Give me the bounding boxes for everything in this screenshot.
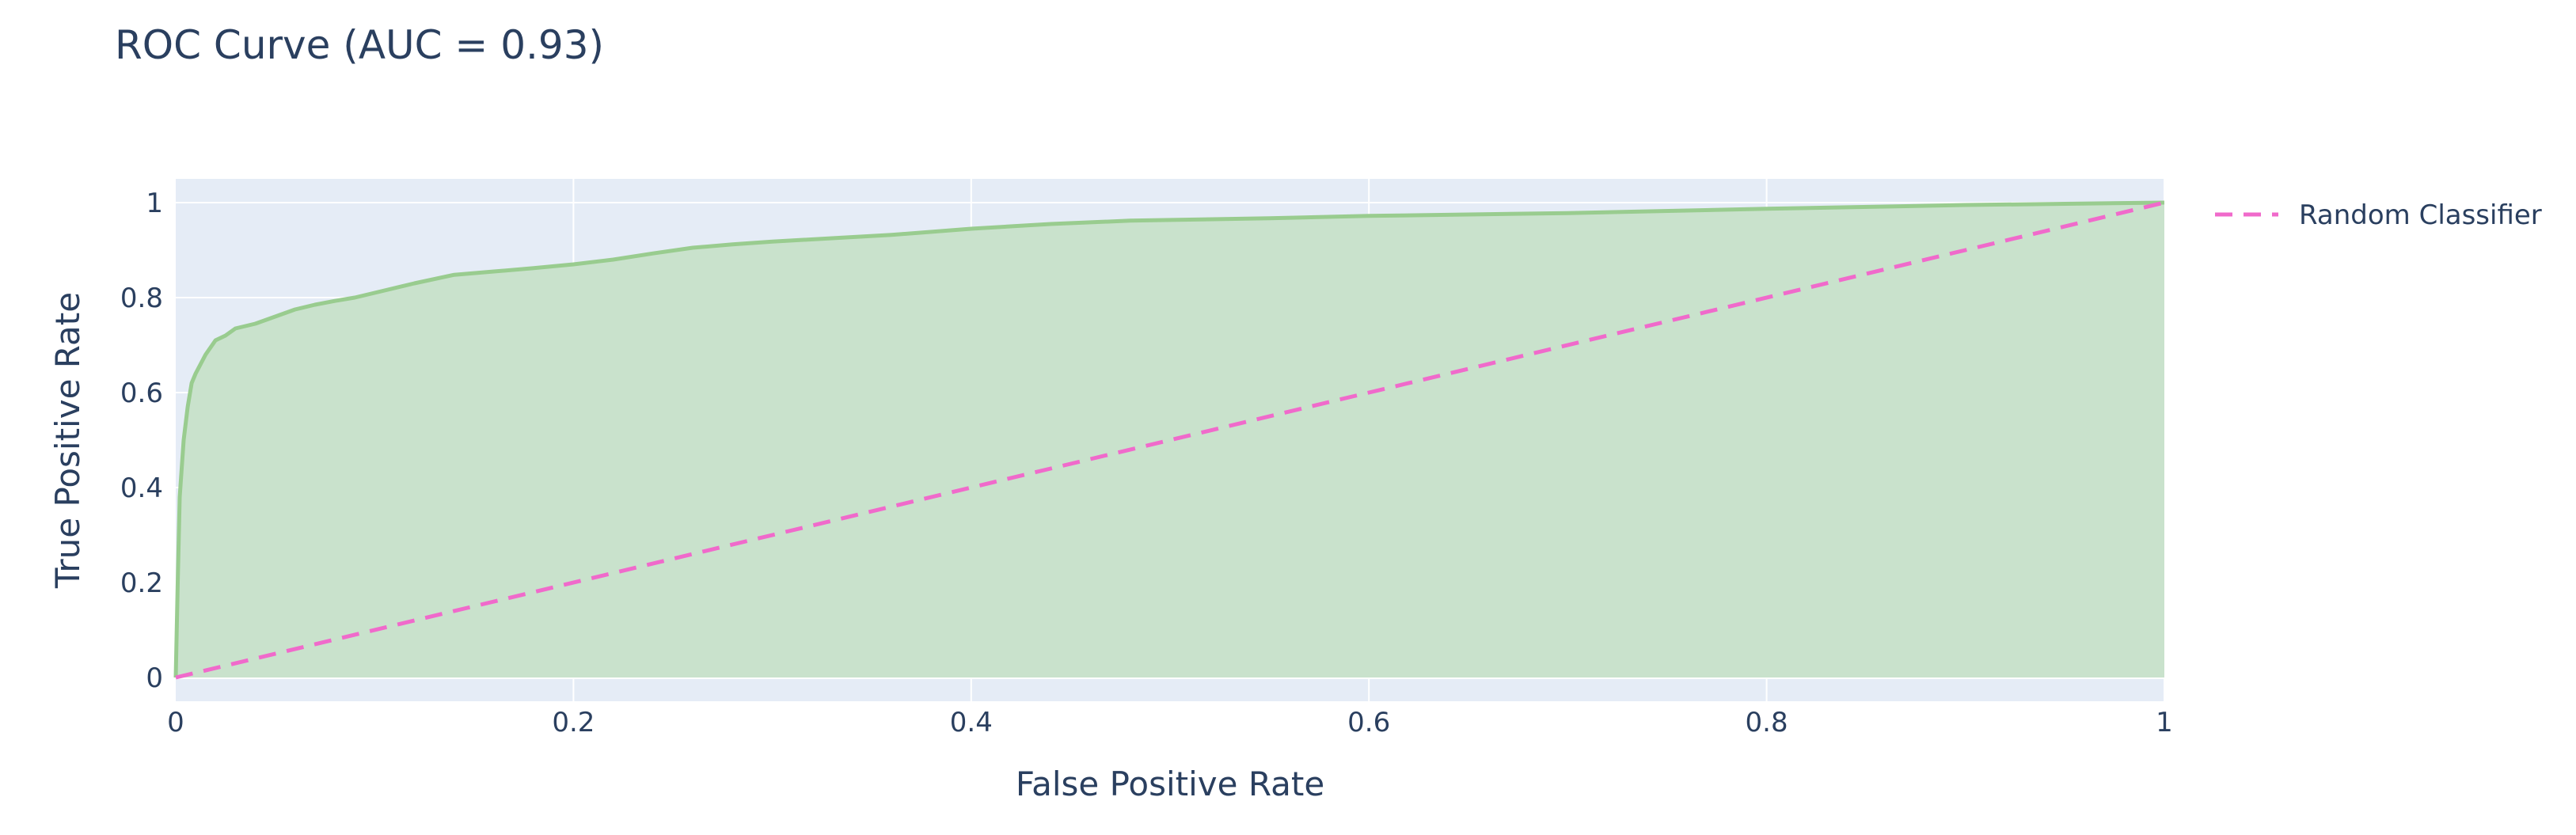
chart-title: ROC Curve (AUC = 0.93) [115,22,604,68]
x-tick-label: 0.8 [1746,707,1788,738]
x-tick-label: 0.6 [1347,707,1390,738]
x-tick-label: 0 [167,707,184,738]
series-layer [173,200,2165,680]
y-axis-title: True Positive Rate [48,292,87,589]
y-tick-label: 0 [146,662,163,694]
legend-label: Random Classifier [2299,199,2542,231]
legend[interactable]: Random Classifier [2215,199,2542,231]
x-tick-label: 0.4 [950,707,993,738]
y-tick-label: 1 [146,188,163,219]
roc-area-fill [176,203,2164,677]
y-tick-label: 0.2 [120,567,163,599]
y-tick-label: 0.4 [120,473,163,504]
x-tick-label: 1 [2156,707,2173,738]
y-tick-labels: 0 0.2 0.4 0.6 0.8 1 [120,188,163,694]
x-tick-labels: 0 0.2 0.4 0.6 0.8 1 [167,707,2173,738]
legend-item[interactable]: Random Classifier [2215,199,2542,231]
y-tick-label: 0.6 [120,378,163,409]
y-tick-label: 0.8 [120,283,163,314]
x-tick-label: 0.2 [552,707,595,738]
x-axis-title: False Positive Rate [1016,765,1324,803]
roc-curve-line [173,200,2165,678]
